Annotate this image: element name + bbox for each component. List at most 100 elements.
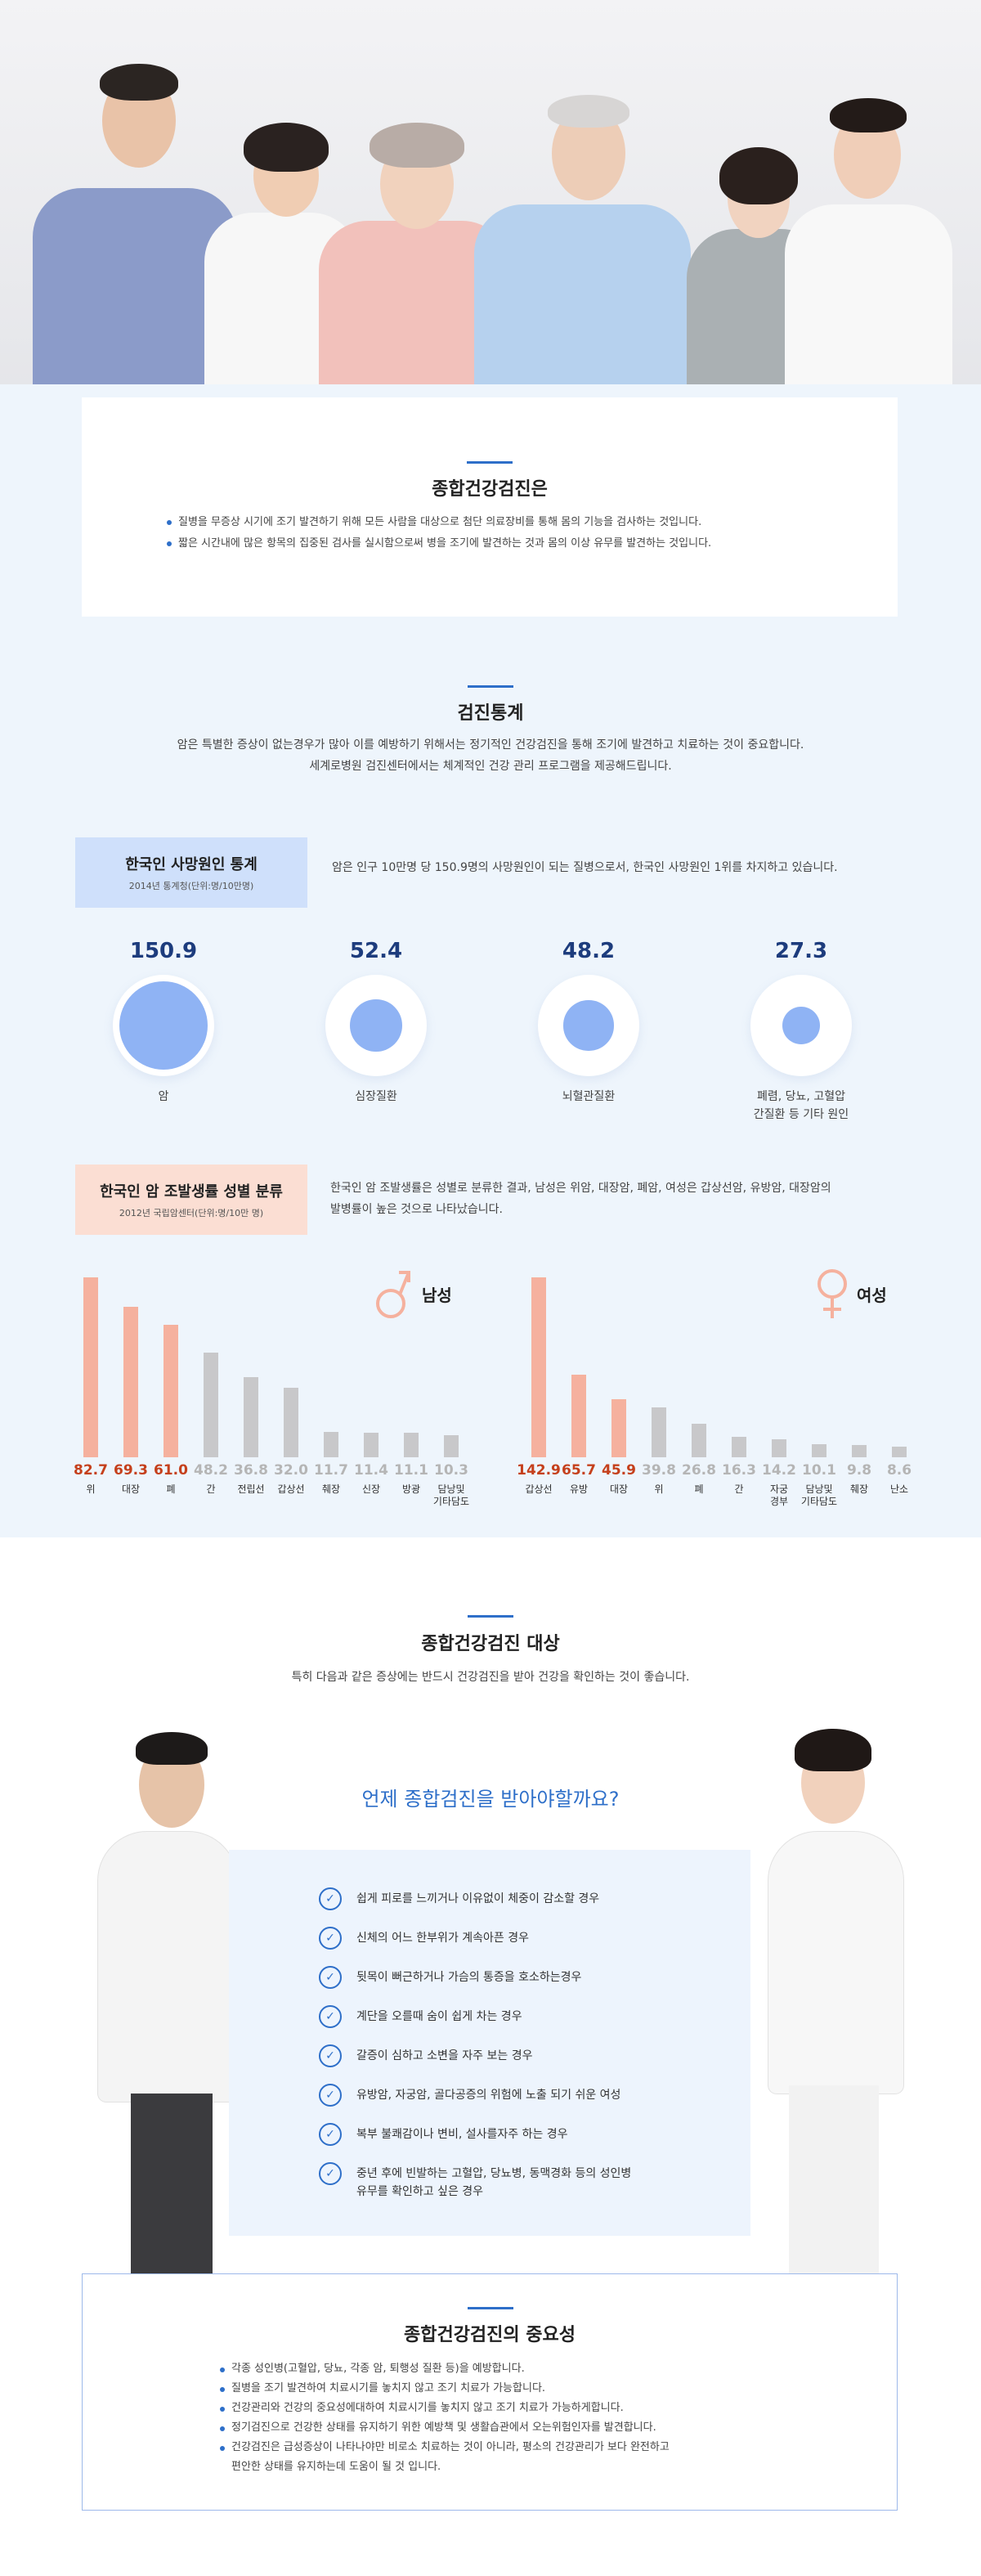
bar-label: 대장	[108, 1483, 154, 1496]
importance-card: 종합건강검진의 중요성 각종 성인병(고혈압, 당뇨, 각종 암, 퇴행성 질환…	[82, 2273, 898, 2511]
bubble-mark	[782, 1007, 820, 1044]
bar-value: 26.8	[682, 1462, 716, 1479]
text-line: 갈증이 심하고 소변을 자주 보는 경우	[356, 2049, 533, 2062]
bar-label: 폐	[676, 1483, 722, 1496]
bar-value: 11.4	[354, 1462, 388, 1479]
checklist-text: 계단을 오를때 숨이 쉽게 차는 경우	[356, 2008, 522, 2026]
bubble-mark	[350, 999, 402, 1052]
text-line: 각종 성인병(고혈압, 당뇨, 각종 암, 퇴행성 질환 등)을 예방합니다.	[231, 2363, 525, 2375]
cancer-stats-desc: 한국인 암 조발생률은 성별로 분류한 결과, 남성은 위암, 대장암, 폐암,…	[330, 1178, 903, 1220]
cancer-desc-line: 발병률이 높은 것으로 나타났습니다.	[330, 1203, 503, 1216]
bar-label: 갑상선	[516, 1483, 562, 1496]
checklist-text: 신체의 어느 한부위가 계속아픈 경우	[356, 1929, 529, 1947]
check-circle-icon: ✓	[319, 2162, 342, 2185]
text-line: 갑상선	[525, 1483, 553, 1495]
bubble-label: 뇌혈관질환	[507, 1088, 670, 1106]
text-line: 기타담도	[800, 1496, 838, 1507]
bar-value: 8.6	[886, 1462, 912, 1479]
bar-label: 담낭및 기타담도	[796, 1483, 842, 1508]
text-line: 폐	[694, 1483, 704, 1495]
bar-value: 11.1	[394, 1462, 428, 1479]
importance-item: 각종 성인병(고혈압, 당뇨, 각종 암, 퇴행성 질환 등)을 예방합니다.	[220, 2359, 858, 2379]
bar-mark	[364, 1432, 379, 1457]
bar-label: 갑상선	[268, 1483, 314, 1496]
text-line: 대장	[609, 1483, 629, 1495]
bar-value: 36.8	[234, 1462, 268, 1479]
bar-value: 82.7	[74, 1462, 108, 1479]
bubble-value: 48.2	[562, 939, 616, 963]
bar-label: 위	[68, 1483, 114, 1496]
text-line: 신장	[361, 1483, 381, 1495]
text-line: 췌장	[849, 1483, 869, 1495]
bar-label: 자궁 경부	[756, 1483, 802, 1508]
bar-label: 대장	[596, 1483, 642, 1496]
cancer-stats-label: 한국인 암 조발생률 성별 분류 2012년 국립암센터(단위:명/10만 명)	[75, 1165, 307, 1235]
checklist-panel	[229, 1850, 750, 2236]
bar-label: 방광	[388, 1483, 434, 1496]
bar-mark	[652, 1407, 666, 1457]
bar-label: 유방	[556, 1483, 602, 1496]
text-line: 암	[158, 1090, 169, 1103]
text-line: 대장	[121, 1483, 141, 1495]
person-figure	[785, 98, 956, 401]
bar-mark	[123, 1306, 138, 1457]
checklist-text: 갈증이 심하고 소변을 자주 보는 경우	[356, 2047, 532, 2065]
hero-photo	[0, 0, 981, 442]
female-symbol-icon	[818, 1269, 847, 1318]
bar-value: 9.8	[846, 1462, 872, 1479]
bar-mark	[531, 1277, 546, 1457]
bar-value: 14.2	[762, 1462, 796, 1479]
text-line: 유방	[569, 1483, 589, 1495]
bubble-value: 150.9	[129, 939, 198, 963]
check-circle-icon: ✓	[319, 1887, 342, 1910]
checklist-text: 뒷목이 뻐근하거나 가슴의 통증을 호소하는경우	[356, 1968, 581, 1986]
bar-mark	[284, 1387, 298, 1457]
death-stats-desc: 암은 인구 10만명 당 150.9명의 사망원인이 되는 질병으로서, 한국인…	[332, 861, 838, 874]
importance-item: 질병을 조기 발견하여 치료시기를 놓치지 않고 조기 치료가 가능합니다.	[220, 2379, 858, 2399]
text-line: 간	[734, 1483, 744, 1495]
text-line: 유방암, 자궁암, 골다공증의 위험에 노출 되기 쉬운 여성	[356, 2089, 621, 2102]
check-circle-icon: ✓	[319, 2123, 342, 2146]
text-line: 췌장	[321, 1483, 341, 1495]
bar-mark	[444, 1434, 459, 1457]
text-line: 신체의 어느 한부위가 계속아픈 경우	[356, 1932, 529, 1945]
bubble-label: 폐렴, 당뇨, 고혈압 간질환 등 기타 원인	[719, 1088, 883, 1124]
bar-value: 69.3	[114, 1462, 148, 1479]
bar-label: 폐	[148, 1483, 194, 1496]
death-stats-title: 한국인 사망원인 통계	[125, 856, 258, 873]
text-line: 심장질환	[355, 1090, 397, 1103]
bar-mark	[204, 1352, 218, 1457]
text-line: 복부 불쾌감이나 변비, 설사를자주 하는 경우	[356, 2128, 568, 2141]
check-circle-icon: ✓	[319, 1927, 342, 1950]
bar-mark	[692, 1423, 706, 1457]
intro-card: 종합건강검진은 질병을 무증상 시기에 조기 발견하기 위해 모든 사람을 대상…	[82, 397, 898, 617]
check-circle-icon: ✓	[319, 2084, 342, 2107]
text-line: 폐	[166, 1483, 176, 1495]
person-figure	[33, 57, 245, 401]
checklist-item: ✓ 복부 불쾌감이나 변비, 설사를자주 하는 경우	[319, 2123, 568, 2146]
bar-label: 간	[716, 1483, 762, 1496]
bubble-value: 52.4	[349, 939, 403, 963]
text-line: 간	[206, 1483, 216, 1495]
bubble-mark	[563, 1000, 614, 1051]
target-desc: 특히 다음과 같은 증상에는 반드시 건강검진을 받아 건강을 확인하는 것이 …	[291, 1671, 690, 1684]
title-accent	[468, 1615, 513, 1618]
check-circle-icon: ✓	[319, 2044, 342, 2067]
text-line: 쉽게 피로를 느끼거나 이유없이 체중이 감소할 경우	[356, 1892, 600, 1905]
bar-mark	[244, 1377, 258, 1457]
male-symbol-icon	[376, 1271, 410, 1318]
checklist-text: 중년 후에 빈발하는 고혈압, 당뇨병, 동맥경화 등의 성인병 유무를 확인하고…	[356, 2165, 631, 2201]
bar-value: 45.9	[602, 1462, 636, 1479]
bar-value: 48.2	[194, 1462, 228, 1479]
bar-mark	[732, 1436, 746, 1457]
text-line: 난소	[889, 1483, 909, 1495]
bubble-mark	[119, 981, 208, 1070]
checklist-item: ✓ 쉽게 피로를 느끼거나 이유없이 체중이 감소할 경우	[319, 1887, 599, 1910]
checklist-item: ✓ 갈증이 심하고 소변을 자주 보는 경우	[319, 2044, 532, 2067]
text-line: 계단을 오를때 숨이 쉽게 차는 경우	[356, 2010, 522, 2023]
checklist-text: 쉽게 피로를 느끼거나 이유없이 체중이 감소할 경우	[356, 1890, 599, 1908]
text-line: 경부	[769, 1496, 789, 1507]
bar-mark	[892, 1446, 907, 1457]
title-accent	[468, 2307, 513, 2309]
title-accent	[467, 461, 513, 464]
